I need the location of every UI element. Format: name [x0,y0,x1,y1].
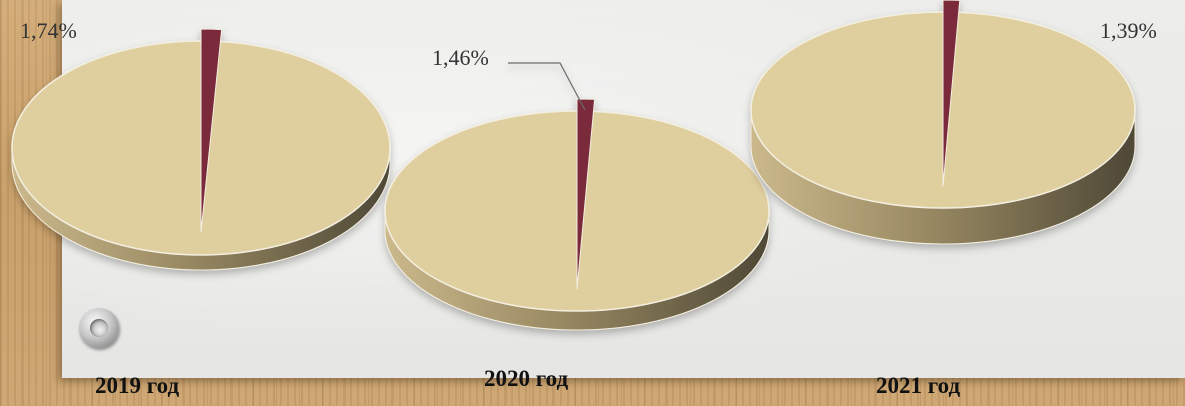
pie-2020 [384,62,770,331]
pie-2021-title: 2021 год [876,373,961,398]
pie-2020-slice [576,98,596,290]
pie-2021-slice [942,0,961,187]
pie-2021-label: 1,39% [1100,18,1157,43]
pie-2020-title: 2020 год [484,366,569,391]
grommet-icon [79,308,119,348]
pie-2019 [11,28,391,271]
pie-2020-label: 1,46% [432,45,489,70]
pie-2019-slice [200,28,223,233]
pie-2019-label: 1,74% [20,18,77,43]
pie-2021 [750,0,1136,245]
pie-2020-leader-line [508,62,586,111]
pie-2019-title: 2019 год [95,373,180,398]
